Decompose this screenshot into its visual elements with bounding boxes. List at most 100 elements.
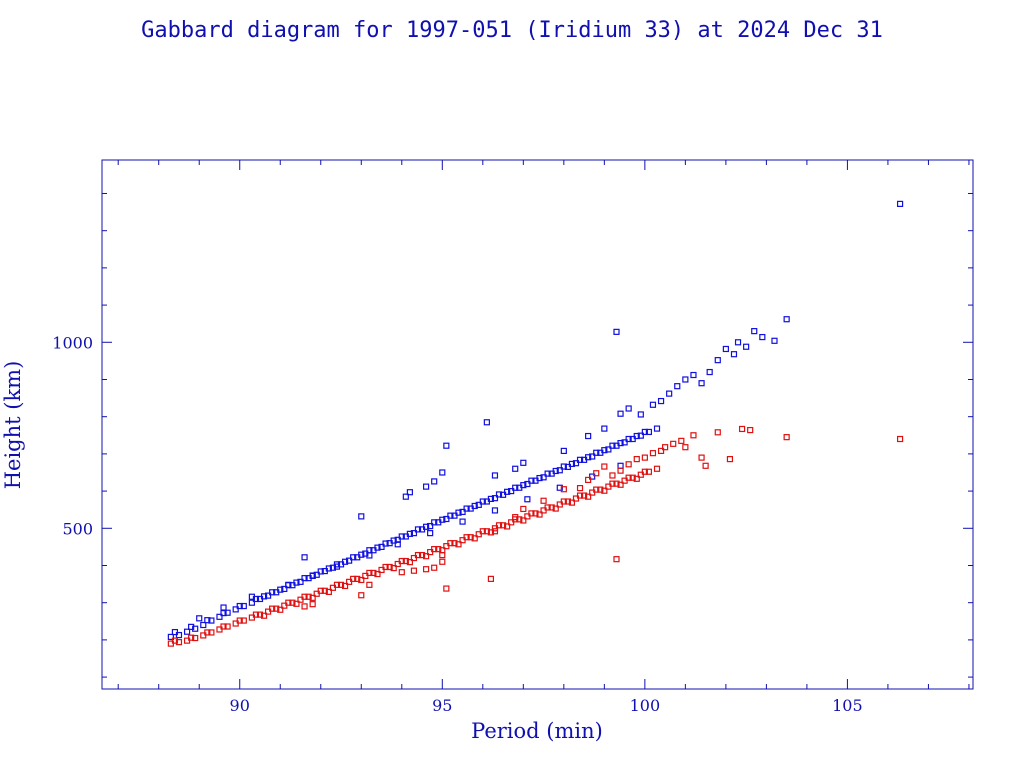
- perigee-point: [617, 481, 624, 488]
- perigee-point: [443, 585, 450, 592]
- perigee-point: [609, 472, 616, 479]
- apogee-point: [297, 578, 304, 585]
- apogee-point: [637, 432, 644, 439]
- perigee-point: [738, 425, 746, 433]
- apogee-point: [346, 557, 353, 564]
- perigee-point: [350, 575, 357, 582]
- apogee-point: [483, 419, 490, 426]
- apogee-point: [382, 540, 389, 547]
- apogee-point: [220, 604, 227, 611]
- perigee-point: [483, 528, 490, 535]
- perigee-point: [487, 575, 495, 582]
- perigee-point: [435, 546, 442, 553]
- apogee-point: [285, 581, 292, 588]
- apogee-point: [540, 474, 547, 481]
- perigee-point: [309, 594, 316, 601]
- perigee-point: [698, 454, 705, 461]
- perigee-point: [431, 564, 438, 571]
- apogee-point: [358, 551, 365, 558]
- perigee-point: [418, 551, 426, 559]
- apogee-point: [422, 483, 430, 490]
- perigee-point: [645, 468, 653, 475]
- apogee-point: [556, 484, 563, 491]
- axis-ticks: [102, 160, 973, 689]
- apogee-point: [269, 589, 276, 596]
- perigee-point: [277, 606, 284, 613]
- apogee-point: [560, 447, 567, 455]
- apogee-point: [645, 428, 653, 436]
- apogee-point: [439, 469, 446, 476]
- apogee-point: [281, 585, 288, 593]
- perigee-point: [625, 474, 632, 481]
- apogee-point: [479, 498, 486, 505]
- perigee-point: [580, 492, 588, 499]
- apogee-point: [593, 449, 600, 456]
- perigee-point: [325, 588, 332, 596]
- perigee-point: [487, 529, 495, 536]
- apogee-point: [350, 554, 357, 561]
- apogee-point: [374, 544, 381, 551]
- x-tick-label: 90: [230, 696, 250, 715]
- apogee-point: [589, 473, 596, 480]
- perigee-point: [653, 465, 661, 472]
- perigee-point: [491, 528, 499, 535]
- perigee-point: [601, 487, 608, 494]
- apogee-point: [487, 495, 495, 503]
- perigee-point: [337, 581, 345, 588]
- perigee-point: [532, 510, 539, 517]
- perigee-point: [289, 599, 296, 606]
- apogee-point: [609, 442, 616, 449]
- apogee-point: [771, 337, 778, 344]
- perigee-point: [358, 592, 365, 599]
- apogee-point: [491, 507, 499, 514]
- apogee-point: [301, 554, 308, 561]
- perigee-point: [564, 498, 571, 505]
- apogee-point: [183, 628, 191, 635]
- perigee-point: [293, 600, 300, 607]
- apogee-point: [248, 599, 255, 606]
- data-series: [167, 200, 904, 647]
- perigee-point: [301, 603, 308, 610]
- perigee-point: [662, 444, 669, 451]
- perigee-point: [657, 447, 665, 455]
- perigee-point: [192, 634, 199, 642]
- x-axis-label: Period (min): [471, 719, 603, 743]
- apogee-point: [232, 606, 239, 613]
- apogee-point: [463, 505, 470, 512]
- perigee-point: [402, 557, 409, 565]
- apogee-point: [601, 447, 608, 454]
- apogee-point: [722, 345, 729, 353]
- apogee-point: [585, 432, 592, 440]
- apogee-point: [576, 456, 584, 463]
- perigee-point: [455, 541, 462, 548]
- perigee-point: [633, 455, 640, 463]
- apogee-point: [402, 493, 409, 500]
- perigee-point: [499, 522, 507, 529]
- apogee-point: [414, 526, 422, 533]
- perigee-point: [601, 463, 608, 470]
- perigee-point: [512, 514, 519, 521]
- apogee-point: [358, 513, 365, 520]
- apogee-point: [528, 477, 535, 484]
- apogee-point: [560, 463, 567, 470]
- perigee-point: [305, 593, 312, 600]
- perigee-point: [520, 517, 527, 524]
- apogee-point: [625, 435, 632, 443]
- apogee-point: [325, 565, 332, 572]
- perigee-point: [269, 605, 276, 612]
- perigee-point: [358, 576, 365, 584]
- apogee-point: [508, 487, 515, 495]
- apogee-point: [617, 410, 624, 417]
- apogee-point: [536, 474, 543, 482]
- perigee-point: [560, 486, 567, 493]
- perigee-point: [171, 637, 179, 644]
- perigee-point: [783, 434, 790, 441]
- perigee-point: [528, 510, 535, 517]
- apogee-point: [556, 467, 563, 474]
- perigee-point: [896, 435, 904, 443]
- y-axis-label: Height (km): [1, 361, 25, 490]
- apogee-point: [216, 613, 223, 620]
- apogee-point: [653, 425, 661, 432]
- apogee-point: [641, 428, 648, 436]
- perigee-point: [552, 505, 559, 512]
